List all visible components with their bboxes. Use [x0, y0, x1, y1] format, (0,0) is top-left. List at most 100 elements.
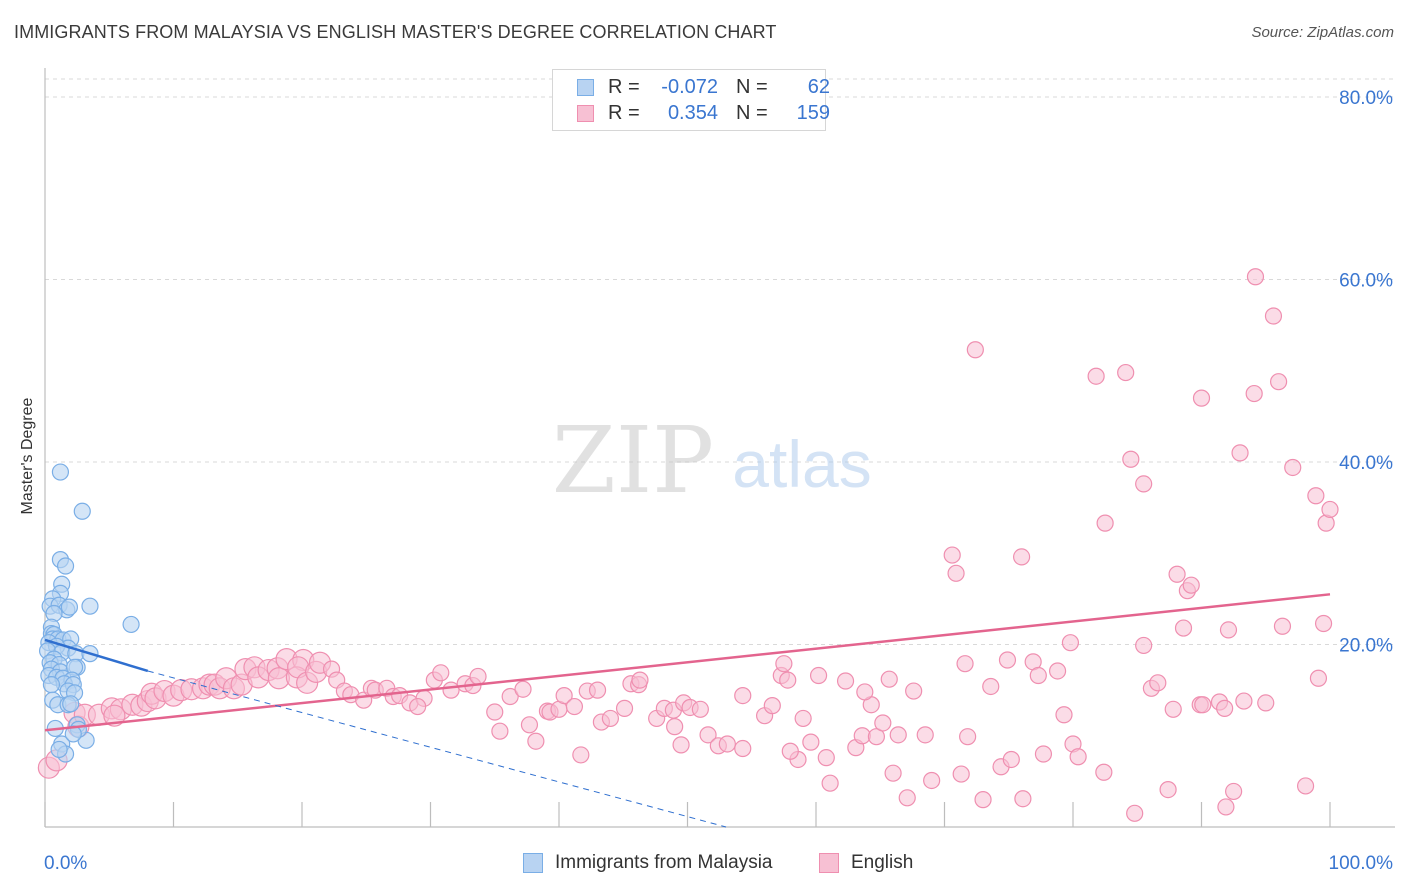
x-tick-label-right: 100.0% [1329, 853, 1394, 874]
english-point [734, 686, 752, 705]
y-tick-label: 40.0% [1339, 453, 1393, 474]
legend-swatch-blue [523, 853, 543, 873]
english-point [718, 735, 736, 753]
english-point [905, 682, 923, 700]
english-point [491, 722, 509, 740]
english-point [898, 789, 916, 807]
legend-label-english: English [851, 852, 914, 873]
malaysia-point [51, 463, 70, 481]
english-point [947, 564, 965, 582]
english-point [779, 671, 797, 689]
english-point [943, 546, 961, 564]
malaysia-point [81, 597, 99, 615]
legend-swatch-pink [577, 104, 594, 122]
english-point [1219, 621, 1238, 639]
english-point [601, 709, 620, 728]
legend-n-label: N = [736, 101, 768, 124]
english-point [1264, 307, 1283, 325]
english-point [1014, 790, 1032, 808]
english-point [781, 742, 799, 760]
legend-n-label: N = [736, 75, 768, 98]
english-point [1217, 798, 1235, 816]
malaysia-point [42, 676, 61, 694]
english-point [821, 774, 839, 792]
malaysia-point [62, 695, 80, 713]
english-point [1055, 706, 1073, 724]
english-point [501, 687, 519, 706]
english-point [959, 728, 977, 746]
english-point [1002, 750, 1020, 769]
english-point [1307, 487, 1325, 505]
english-point [1095, 763, 1113, 781]
english-point [1159, 780, 1177, 799]
english-point [527, 732, 545, 750]
english-point [952, 765, 970, 783]
english-point [409, 697, 427, 716]
english-point [1135, 475, 1153, 493]
malaysia-trend-line [44, 638, 149, 673]
malaysia-point [50, 740, 68, 759]
y-tick-label: 60.0% [1339, 271, 1393, 292]
malaysia-point [64, 725, 82, 743]
english-point [1309, 669, 1328, 687]
english-point [817, 749, 835, 767]
axes [44, 68, 1395, 828]
malaysia-point [73, 502, 91, 520]
grid-lines [45, 78, 1395, 645]
english-point [1231, 444, 1249, 462]
legend-r-value: -0.072 [661, 75, 718, 98]
english-point [691, 700, 709, 718]
english-point [1164, 700, 1182, 718]
series-malaysia [38, 463, 140, 763]
legend-item-malaysia: Immigrants from Malaysia [523, 852, 773, 874]
english-point [734, 739, 752, 758]
legend-n-value: 62 [807, 75, 830, 98]
english-point [1296, 777, 1315, 795]
english-point [469, 667, 487, 686]
english-point [1149, 674, 1167, 692]
series-legend: Immigrants from Malaysia English [0, 852, 1406, 878]
series-english [37, 268, 1339, 822]
english-point [514, 680, 532, 698]
english-point [1168, 565, 1186, 583]
legend-r-label: R = [608, 75, 640, 98]
legend-label-malaysia: Immigrants from Malaysia [555, 852, 773, 873]
english-point [1235, 692, 1253, 710]
english-point [615, 699, 634, 717]
english-point [1192, 389, 1211, 407]
english-point [1126, 804, 1144, 822]
legend-row-malaysia: R = -0.072 N = 62 [577, 75, 830, 99]
correlation-legend: R = -0.072 N = 62 R = 0.354 N = 159 [552, 69, 830, 131]
english-point [809, 666, 828, 685]
english-point [1122, 450, 1140, 468]
english-point [1174, 619, 1193, 637]
english-point [998, 651, 1017, 669]
english-point [884, 764, 902, 782]
english-point [1269, 373, 1288, 391]
english-point [966, 341, 984, 359]
english-point [1182, 576, 1200, 594]
legend-r-value: 0.354 [667, 101, 718, 124]
english-point [672, 736, 690, 754]
legend-n-value: 159 [796, 101, 830, 124]
english-point [565, 697, 584, 716]
malaysia-point [56, 557, 75, 575]
english-point [631, 671, 649, 689]
english-point [520, 716, 539, 734]
english-point [794, 709, 812, 728]
english-point [836, 672, 855, 690]
english-point [103, 704, 126, 727]
english-point [699, 726, 717, 744]
malaysia-trend-extension [147, 670, 727, 828]
english-point [1087, 367, 1105, 385]
legend-item-english: English [819, 852, 913, 874]
english-point [1216, 699, 1234, 717]
watermark-zip: ZIP [552, 407, 714, 514]
english-point [889, 726, 907, 744]
english-point [1257, 694, 1275, 712]
y-tick-label: 80.0% [1339, 88, 1393, 109]
english-point [588, 681, 607, 699]
english-point [982, 677, 1000, 696]
english-point [1034, 745, 1053, 763]
